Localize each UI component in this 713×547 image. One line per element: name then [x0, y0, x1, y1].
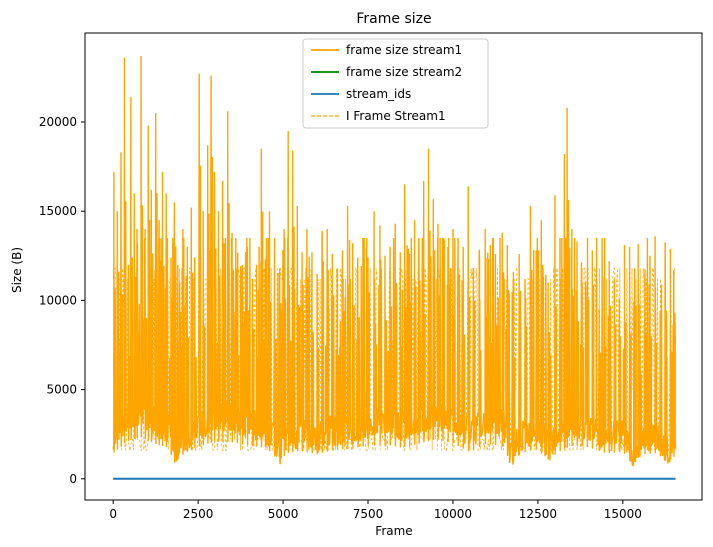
plot-frame: [84, 32, 703, 501]
x-tick-label: 0: [109, 507, 117, 521]
legend-box: [302, 38, 489, 129]
plot-area: [112, 55, 677, 480]
x-tick-label: 2500: [183, 507, 214, 521]
x-tick-label: 5000: [268, 507, 299, 521]
legend-label-stream2: frame size stream2: [346, 65, 462, 79]
x-axis-title: Frame: [375, 524, 412, 538]
x-tick-label: 12500: [519, 507, 557, 521]
legend: frame size stream1 frame size stream2 st…: [302, 38, 489, 129]
x-axis: 0 2500 5000 7500 10000 12500 15000: [109, 500, 642, 521]
series-frame-size-stream1-line: [112, 55, 677, 467]
legend-label-stream1: frame size stream1: [346, 43, 462, 57]
y-axis-title: Size (B): [10, 247, 24, 293]
chart-title: Frame size: [356, 11, 431, 27]
series-iframe-stream1-line: [112, 267, 676, 451]
y-axis: 0 5000 10000 15000 20000: [39, 115, 85, 486]
x-tick-label: 10000: [434, 507, 472, 521]
y-tick-label: 5000: [46, 383, 77, 397]
y-tick-label: 20000: [39, 115, 77, 129]
x-tick-label: 7500: [353, 507, 384, 521]
legend-label-stream-ids: stream_ids: [346, 87, 411, 101]
y-tick-label: 0: [69, 472, 77, 486]
x-tick-label: 15000: [604, 507, 642, 521]
y-tick-label: 15000: [39, 204, 77, 218]
legend-label-iframe: I Frame Stream1: [346, 109, 446, 123]
y-tick-label: 10000: [39, 293, 77, 307]
